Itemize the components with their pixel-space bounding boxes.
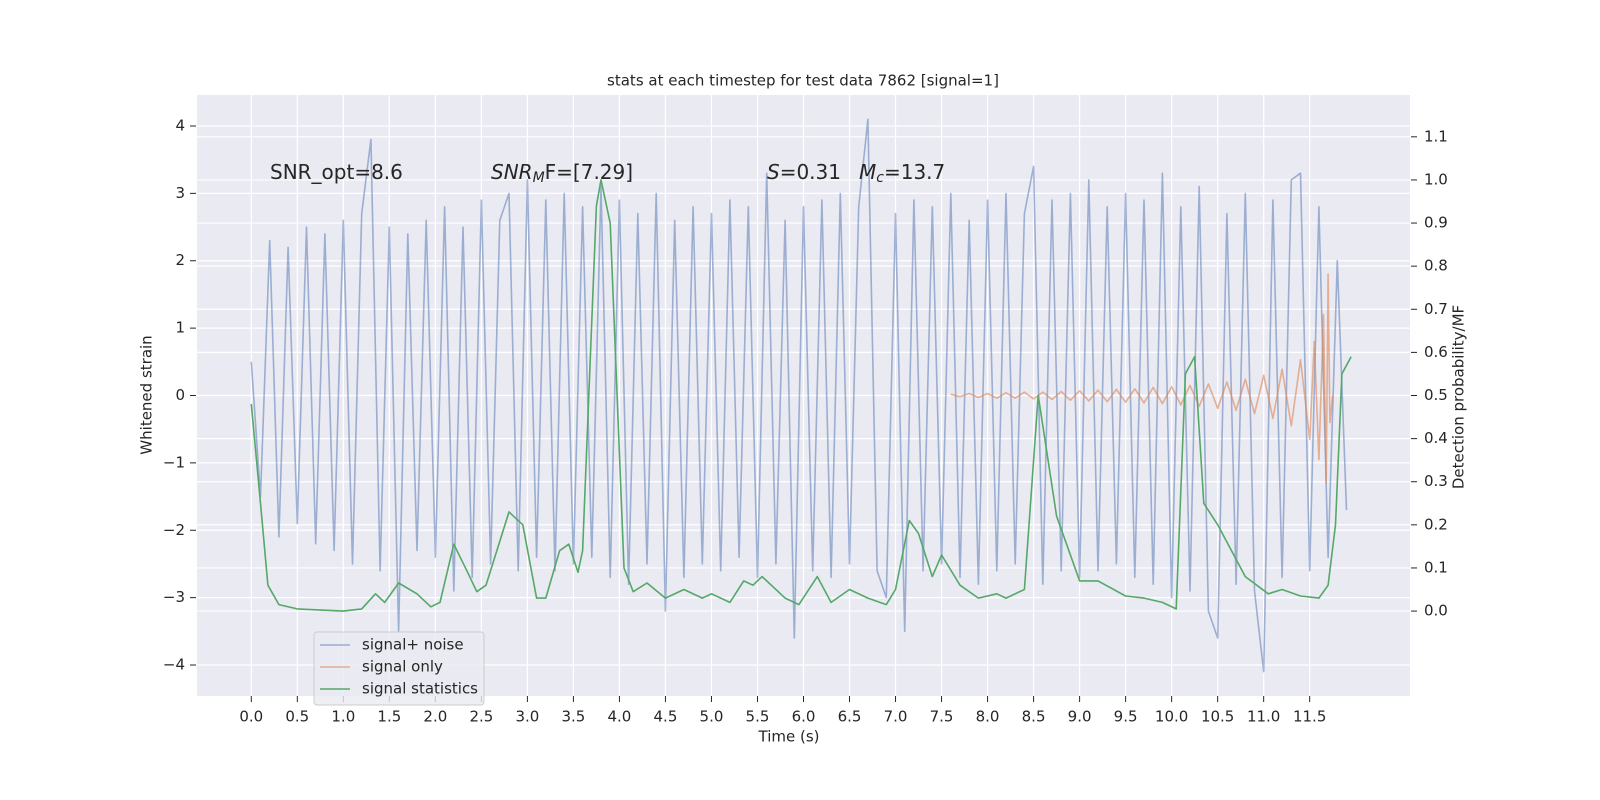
x-tick-label: 9.5	[1114, 708, 1138, 726]
y2-tick-label: 0.4	[1424, 429, 1448, 447]
y-tick-label: −1	[163, 453, 185, 471]
marks	[250, 118, 1352, 673]
annotation-part: S	[767, 160, 780, 184]
legend-label: signal+ noise	[362, 636, 464, 654]
labels: 0.0 0.5 1.0 1.5 2.0 2.5 3.0 3.5 4.0 4.5 5.0 5.5 6.0 6…	[163, 116, 1448, 725]
annotation: SNRMF=[7.29]	[491, 160, 633, 187]
x-tick-label: 1.0	[331, 708, 355, 726]
annotation: SNR_opt=8.6	[270, 160, 403, 184]
annotation-part: =0.31	[780, 160, 841, 184]
y2-tick-label: 0.5	[1424, 386, 1448, 404]
legend-label: signal only	[362, 658, 443, 676]
y-tick-label: −4	[163, 656, 185, 674]
y2-tick-label: 0.8	[1424, 257, 1448, 275]
y2-tick-label: 1.1	[1424, 127, 1448, 145]
y-tick-label: −2	[163, 521, 185, 539]
annotation-part: M	[533, 170, 545, 186]
chart-title: stats at each timestep for test data 786…	[607, 72, 999, 90]
x-tick-label: 0.5	[285, 708, 309, 726]
x-tick-label: 4.5	[654, 708, 678, 726]
x-tick-label: 3.0	[515, 708, 539, 726]
y2-tick-label: 0.0	[1424, 602, 1448, 620]
y2-tick-label: 0.7	[1424, 300, 1448, 318]
y-tick-label: 4	[175, 116, 185, 134]
x-tick-label: 10.0	[1155, 708, 1188, 726]
x-tick-label: 7.0	[884, 708, 908, 726]
x-tick-label: 9.0	[1068, 708, 1092, 726]
annotation-part: SNR	[491, 160, 533, 184]
annotation: Mc=13.7	[859, 160, 945, 187]
x-tick-label: 10.5	[1201, 708, 1234, 726]
series-line	[250, 118, 1348, 673]
x-tick-label: 8.0	[976, 708, 1000, 726]
x-tick-label: 5.0	[700, 708, 724, 726]
annotation-part: SNR_opt=8.6	[270, 160, 403, 184]
x-tick-label: 6.0	[792, 708, 816, 726]
x-tick-label: 11.5	[1293, 708, 1326, 726]
y2-tick-label: 0.9	[1424, 214, 1448, 232]
y-tick-label: 1	[175, 319, 185, 337]
y-tick-label: 3	[175, 184, 185, 202]
x-axis-label: Time (s)	[758, 728, 820, 746]
x-tick-label: 2.0	[423, 708, 447, 726]
x-tick-label: 8.5	[1022, 708, 1046, 726]
y2-tick-label: 0.3	[1424, 472, 1448, 490]
x-tick-label: 3.5	[561, 708, 585, 726]
x-tick-label: 5.5	[746, 708, 770, 726]
y2-axis-label: Detection probability/MF	[1450, 305, 1468, 489]
annotation-part: c	[876, 170, 884, 186]
x-tick-label: 0.0	[239, 708, 263, 726]
annotation: S=0.31	[767, 160, 841, 184]
x-tick-label: 1.5	[377, 708, 401, 726]
series-line	[950, 273, 1334, 484]
annotation-part: =13.7	[884, 160, 945, 184]
y2-tick-label: 0.2	[1424, 515, 1448, 533]
legend-label: signal statistics	[362, 680, 478, 698]
x-tick-label: 2.5	[469, 708, 493, 726]
y2-tick-label: 1.0	[1424, 170, 1448, 188]
x-tick-label: 7.5	[930, 708, 954, 726]
y2-tick-label: 0.6	[1424, 343, 1448, 361]
x-tick-label: 6.5	[838, 708, 862, 726]
y-tick-label: 0	[175, 386, 185, 404]
legend: signal+ noise signal only signal statistic…	[313, 631, 485, 706]
y-tick-label: −3	[163, 588, 185, 606]
annotation-part: M	[859, 160, 876, 184]
annotation-part: F=[7.29]	[545, 160, 633, 184]
x-tick-label: 4.0	[608, 708, 632, 726]
legend-box	[313, 631, 485, 706]
y2-tick-label: 0.1	[1424, 558, 1448, 576]
y-tick-label: 2	[175, 251, 185, 269]
x-tick-label: 11.0	[1247, 708, 1280, 726]
series-line	[250, 179, 1352, 612]
y-axis-label: Whitened strain	[138, 335, 156, 454]
